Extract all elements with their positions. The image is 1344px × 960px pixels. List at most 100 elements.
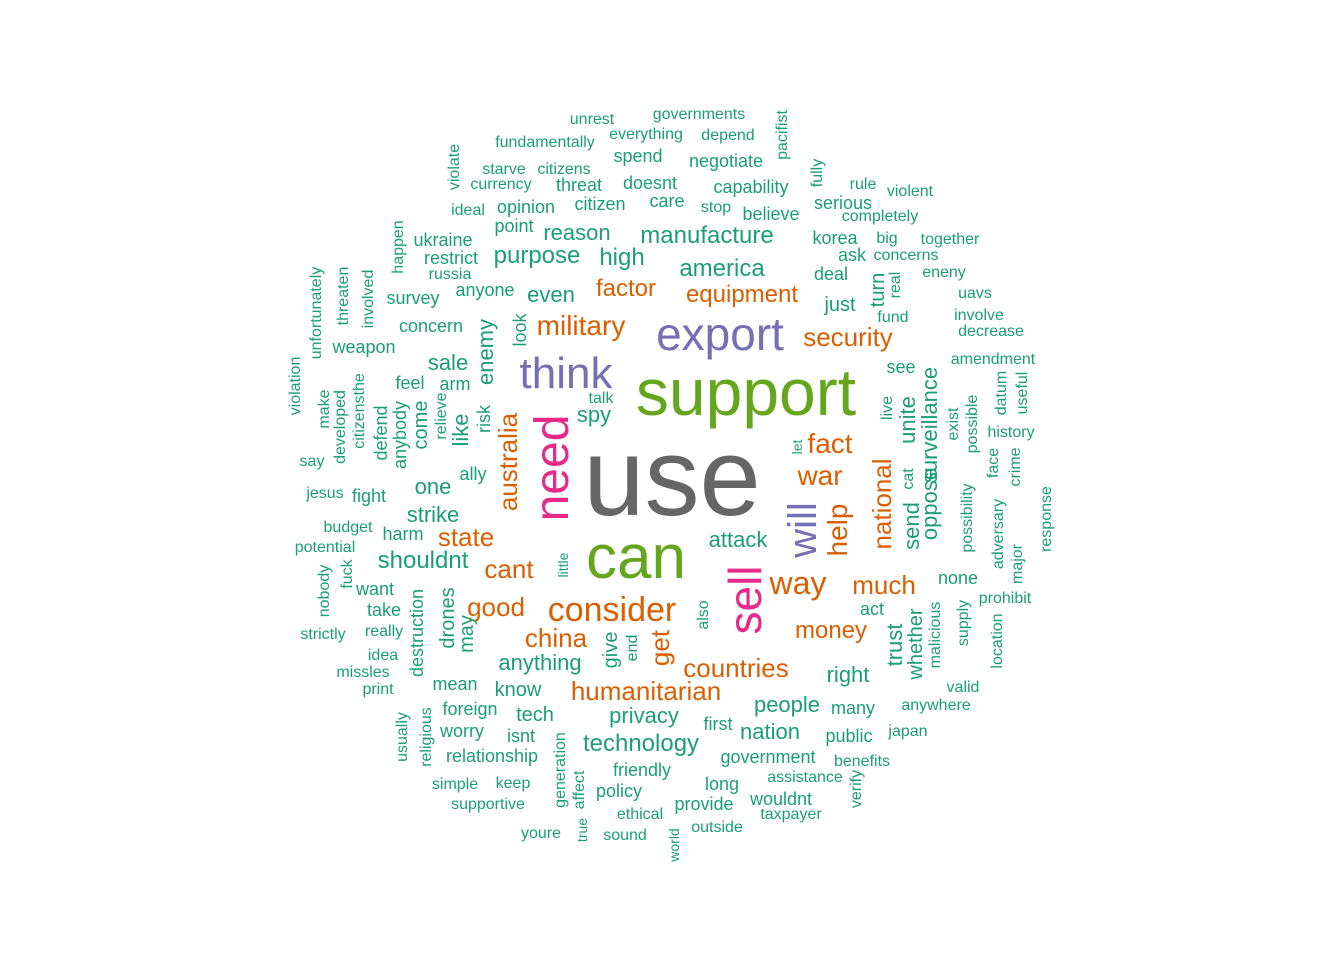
word-citizens: citizens — [537, 161, 591, 178]
word-worry: worry — [440, 721, 484, 741]
word-together: together — [920, 231, 980, 248]
word-money: money — [794, 617, 868, 644]
word-state: state — [437, 522, 495, 552]
word-provide: provide — [674, 794, 734, 814]
word-war: war — [797, 460, 843, 491]
word-friendly: friendly — [612, 760, 672, 780]
word-prohibit: prohibit — [978, 590, 1032, 607]
word-fundamentally: fundamentally — [495, 134, 595, 151]
word-ideal: ideal — [451, 202, 485, 219]
word-countries: countries — [683, 653, 789, 683]
word-simple: simple — [431, 776, 479, 793]
word-sale: sale — [427, 350, 469, 375]
word-everything: everything — [609, 126, 683, 143]
word-believe: believe — [742, 204, 800, 224]
word-deal: deal — [813, 264, 849, 284]
word-fund: fund — [877, 309, 909, 326]
word-russia: russia — [428, 266, 472, 283]
word-think: think — [519, 349, 613, 398]
word-relationship: relationship — [445, 746, 539, 766]
word-anything: anything — [498, 650, 582, 675]
word-nation: nation — [740, 719, 800, 744]
word-mean: mean — [432, 674, 478, 694]
word-unite: unite — [895, 396, 920, 444]
word-keep: keep — [495, 775, 531, 792]
word-right: right — [826, 662, 870, 687]
word-negotiate: negotiate — [688, 151, 764, 171]
word-adversary: adversary — [990, 498, 1007, 570]
word-end: end — [624, 634, 641, 662]
word-usually: usually — [394, 712, 411, 762]
word-defend: defend — [371, 405, 391, 461]
word-australia: australia — [493, 412, 523, 512]
word-opinion: opinion — [496, 197, 556, 217]
word-care: care — [649, 191, 685, 211]
word-military: military — [536, 310, 626, 341]
word-nobody: nobody — [316, 564, 333, 618]
word-just: just — [824, 294, 856, 316]
word-korea: korea — [812, 228, 858, 248]
word-export: export — [656, 308, 784, 360]
word-like: like — [448, 413, 473, 447]
word-world: world — [666, 828, 682, 862]
word-concern: concern — [398, 316, 464, 336]
word-violation: violation — [287, 356, 304, 416]
word-rule: rule — [849, 176, 877, 193]
word-developed: developed — [332, 390, 349, 464]
word-generation: generation — [552, 732, 569, 808]
word-see: see — [886, 357, 916, 377]
word-print: print — [362, 681, 394, 698]
word-anywhere: anywhere — [901, 697, 971, 714]
word-public: public — [825, 726, 873, 746]
word-government: government — [720, 747, 816, 767]
word-exist: exist — [945, 407, 962, 441]
word-sound: sound — [603, 827, 647, 844]
word-unrest: unrest — [569, 111, 615, 128]
word-threat: threat — [555, 175, 603, 195]
word-humanitarian: humanitarian — [570, 676, 722, 706]
word-big: big — [876, 230, 898, 247]
word-history: history — [987, 424, 1035, 441]
word-fuck: fuck — [339, 559, 356, 589]
word-give: give — [600, 631, 622, 669]
word-act: act — [859, 599, 885, 619]
word-strictly: strictly — [300, 626, 346, 643]
word-privacy: privacy — [609, 703, 679, 728]
word-really: really — [364, 623, 404, 640]
word-ally: ally — [459, 464, 487, 484]
word-much: much — [852, 570, 916, 600]
word-true: true — [574, 817, 590, 843]
word-happen: happen — [390, 220, 407, 274]
word-arm: arm — [439, 374, 471, 394]
word-response: response — [1038, 486, 1055, 552]
word-take: take — [366, 600, 402, 620]
word-japan: japan — [888, 723, 928, 740]
word-relieve: relieve — [433, 392, 450, 440]
word-consider: consider — [547, 591, 677, 629]
word-malicious: malicious — [927, 601, 944, 669]
word-purpose: purpose — [493, 242, 581, 269]
word-weapon: weapon — [332, 337, 396, 357]
word-ukraine: ukraine — [413, 230, 473, 250]
word-pacifist: pacifist — [774, 110, 791, 160]
word-doesnt: doesnt — [622, 173, 678, 193]
word-live: live — [879, 395, 896, 421]
word-idea: idea — [367, 647, 399, 664]
word-can: can — [586, 523, 686, 592]
word-help: help — [822, 503, 853, 557]
word-jesus: jesus — [306, 485, 344, 502]
word-feel: feel — [395, 373, 425, 393]
word-depend: depend — [701, 127, 755, 144]
word-location: location — [989, 613, 1006, 669]
word-strike: strike — [406, 502, 460, 527]
word-point: point — [494, 216, 534, 236]
word-talk: talk — [588, 390, 614, 407]
word-one: one — [414, 474, 452, 499]
word-missles: missles — [336, 664, 390, 681]
word-many: many — [830, 698, 876, 718]
word-fully: fully — [809, 158, 826, 188]
word-governments: governments — [652, 106, 746, 123]
word-say: say — [299, 453, 325, 470]
word-face: face — [985, 447, 1002, 479]
